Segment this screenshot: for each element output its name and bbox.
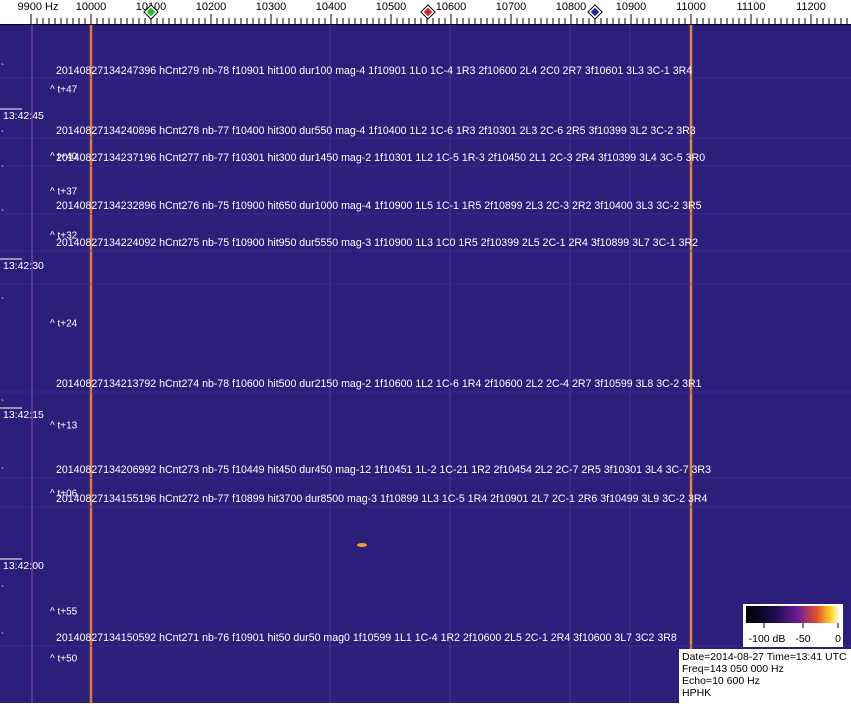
colorbar [746,606,840,623]
axis-label: 10800 [556,1,587,13]
tick-mark-glyph: ` [1,296,4,306]
decode-line: 20140827134232896 hCnt276 nb-75 f10900 h… [56,200,702,212]
colorbar-label: -50 [795,633,810,645]
decode-line: 20140827134150592 hCnt271 nb-76 f10901 h… [56,632,677,644]
offset-label: ^ t+13 [50,421,78,432]
info-line: Echo=10 600 Hz [682,675,760,687]
tick-mark-glyph: ` [1,208,4,218]
axis-label: 10000 [76,1,107,13]
time-label: 13:42:30 [3,260,44,272]
decode-line: 20140827134155196 hCnt272 nb-77 f10899 h… [56,493,708,505]
colorbar-label: 0 [835,633,841,645]
offset-label: ^ t+37 [50,187,78,198]
axis-label: 10500 [376,1,407,13]
offset-label: ^ t+24 [50,319,78,330]
tick-mark-glyph: ` [1,631,4,641]
axis-label: 10900 [616,1,647,13]
time-label: 13:42:00 [3,560,44,572]
offset-label: ^ t+55 [50,607,78,618]
tick-mark-glyph: ` [1,584,4,594]
tick-mark-glyph: ` [1,466,4,476]
info-line: Date=2014-08-27 Time=13:41 UTC [682,651,847,663]
axis-label: 10200 [196,1,227,13]
tick-mark-glyph: ` [1,164,4,174]
offset-label: ^ t+32 [50,231,78,242]
axis-label: 10700 [496,1,527,13]
offset-label: ^ t+40 [50,152,78,163]
axis-label: 10600 [436,1,467,13]
time-label: 13:42:15 [3,409,44,421]
axis-label: 11200 [796,1,826,13]
tick-mark-glyph: ` [1,129,4,139]
tick-mark-glyph: ` [1,398,4,408]
offset-label: ^ t+50 [50,654,78,665]
info-line: HPHK [682,687,711,699]
axis-label: 10400 [316,1,347,13]
echo-blob [357,543,367,547]
offset-label: ^ t+47 [50,85,78,96]
decode-line: 20140827134213792 hCnt274 nb-78 f10600 h… [56,378,702,390]
axis-label: 9900 Hz [18,1,59,13]
decode-line: 20140827134240896 hCnt278 nb-77 f10400 h… [56,125,696,137]
offset-label: ^ t+06 [50,489,78,500]
decode-line: 20140827134224092 hCnt275 nb-75 f10900 h… [56,237,698,249]
marker-core [423,7,433,17]
axis-label: 11100 [737,1,766,13]
colorbar-label: -100 dB [749,633,786,645]
time-label: 13:42:45 [3,110,44,122]
axis-label: 10300 [256,1,287,13]
decode-line: 20140827134237196 hCnt277 nb-77 f10301 h… [56,152,705,164]
axis-label: 11000 [676,1,706,13]
info-box [679,649,851,703]
decode-line: 20140827134206992 hCnt273 nb-75 f10449 h… [56,464,711,476]
decode-line: 20140827134247396 hCnt279 nb-78 f10901 h… [56,65,692,77]
info-line: Freq=143 050 000 Hz [682,663,784,675]
tick-mark-glyph: ` [1,62,4,72]
